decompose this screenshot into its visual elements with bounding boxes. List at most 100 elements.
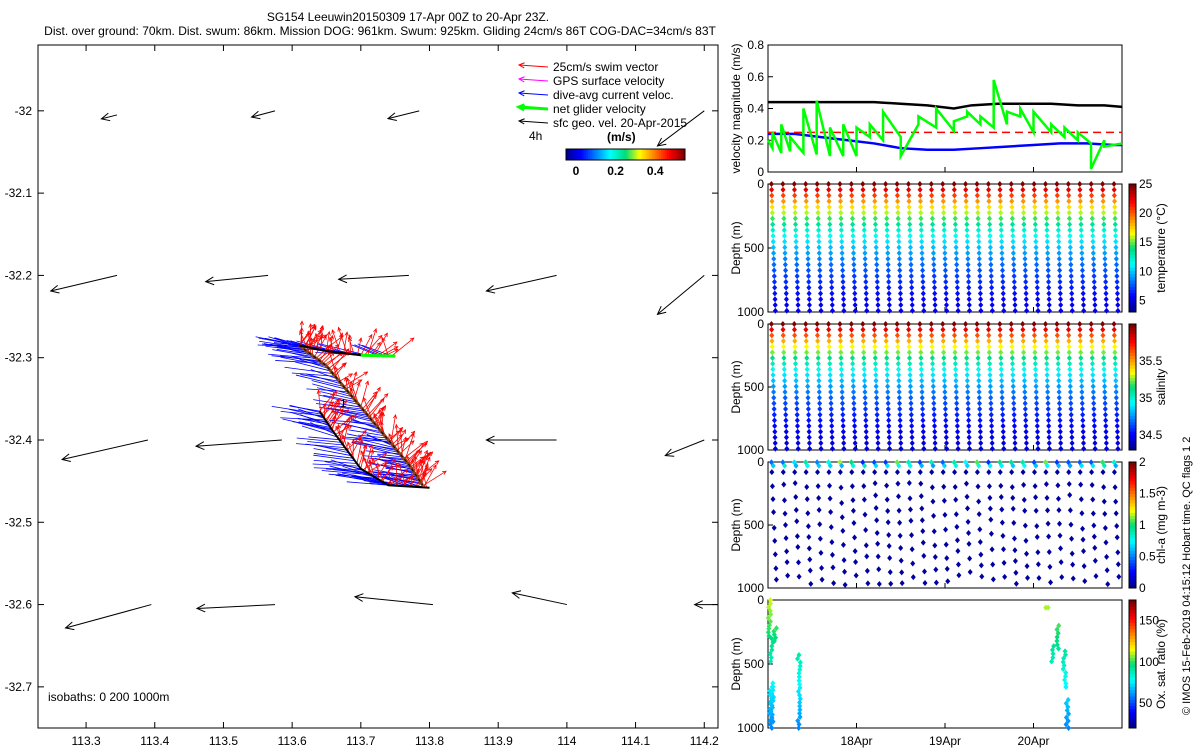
temperature-colorbar-cell [1129,209,1136,214]
salinity-data-point [861,360,867,367]
temperature-data-point [1011,267,1017,274]
temperature-data-point [783,284,789,291]
temperature-data-point [963,198,969,205]
salinity-data-point [897,411,903,418]
temperature-data-point [895,209,901,216]
temperature-data-point [782,250,788,257]
chla-data-point [1058,559,1064,566]
oxygen-y-axis-label: Depth (m) [729,637,743,690]
salinity-data-point [978,445,984,452]
chla-data-point [1111,469,1117,476]
geo-velocity-arrow [338,274,409,280]
swim-vector-head [322,334,328,339]
temperature-data-point [944,307,950,314]
legend-entry-label: 25cm/s swim vector [553,60,658,74]
salinity-data-point [815,338,821,345]
salinity-data-point [1091,406,1097,413]
temperature-colorbar-cell [1129,193,1136,198]
salinity-data-point [1092,434,1098,441]
temperature-data-point [1046,301,1052,308]
map-colorbar-cell [566,149,569,160]
geo-velocity-arrow-head [64,621,75,631]
temperature-data-point [1069,307,1075,314]
temperature-colorbar-cell [1129,228,1136,233]
salinity-data-point [977,417,983,424]
swim-vector-head [376,386,381,392]
salinity-data-point [782,400,788,407]
salinity-data-point [985,321,991,327]
temperature-data-point [1112,215,1118,222]
temperature-data-point [1034,261,1040,268]
salinity-data-point [1000,428,1006,435]
salinity-data-point [1091,423,1097,430]
salinity-data-point [805,394,811,401]
oxygen-x-tick-label: 18Apr [840,734,872,748]
chla-data-point [771,524,777,531]
salinity-colorbar-cell [1129,431,1136,435]
salinity-data-point [963,326,969,333]
salinity-data-point [838,343,844,350]
salinity-data-point [885,394,891,401]
temperature-data-point [1032,221,1038,228]
map-x-tick-label: 113.4 [140,734,169,748]
swim-vector [377,341,398,356]
current-vector [271,405,322,415]
swim-vector [334,363,346,377]
swim-vector [343,371,368,387]
temperature-data-point [1058,296,1064,303]
geo-velocity-arrow-head [353,593,364,602]
salinity-data-point [827,372,833,379]
temperature-data-point [792,198,798,205]
salinity-data-point [953,366,959,373]
temperature-data-point [1010,244,1016,251]
salinity-data-point [1067,372,1073,379]
salinity-data-point [977,428,983,435]
geo-velocity-arrow-head [337,274,348,284]
salinity-data-point [963,321,969,327]
temperature-data-point [1009,192,1015,199]
chla-data-point [808,580,814,587]
oxygen-data-point [797,659,803,666]
salinity-data-point [974,321,980,327]
map-colorbar-cell [621,149,625,160]
salinity-data-point [768,321,774,327]
map-colorbar-cell [583,149,587,160]
temperature-data-point [952,198,958,205]
salinity-data-point [952,349,958,356]
oxygen-colorbar-cell [1129,625,1136,630]
velocity-y-tick-label: 0.4 [747,102,764,116]
salinity-data-point [942,400,948,407]
chla-data-point [897,519,903,526]
salinity-data-point [1092,440,1098,447]
temperature-data-point [885,273,891,280]
temperature-data-point [851,255,857,262]
temperature-data-point [768,181,774,187]
temperature-data-point [1077,204,1083,211]
current-vector [379,456,406,461]
swim-vector-head [357,379,363,384]
temperature-colorbar-cell [1129,235,1136,239]
temperature-data-point [966,278,972,285]
chla-data-point [1047,563,1053,570]
temperature-data-point [1078,221,1084,228]
temperature-data-point [771,273,777,280]
temperature-data-point [816,255,822,262]
salinity-data-point [942,406,948,413]
oxygen-colorbar-label: Ox. sat. ratio (%) [1154,619,1168,709]
temperature-data-point [1009,221,1015,228]
salinity-data-point [987,360,993,367]
salinity-data-point [1089,343,1095,350]
geo-velocity-arrow [101,114,118,120]
temperature-data-point [1113,232,1119,239]
salinity-data-point [895,349,901,356]
chla-colorbar-label: chl-a (mg m-3) [1154,486,1168,564]
salinity-data-point [1115,445,1121,452]
temperature-data-point [987,221,993,228]
temperature-data-point [814,192,820,199]
salinity-data-point [907,372,913,379]
swim-vector-head [362,429,367,435]
chla-data-point [967,555,973,562]
temperature-data-point [772,284,778,291]
salinity-colorbar-tick-label: 34.5 [1139,428,1163,442]
salinity-data-point [999,377,1005,384]
